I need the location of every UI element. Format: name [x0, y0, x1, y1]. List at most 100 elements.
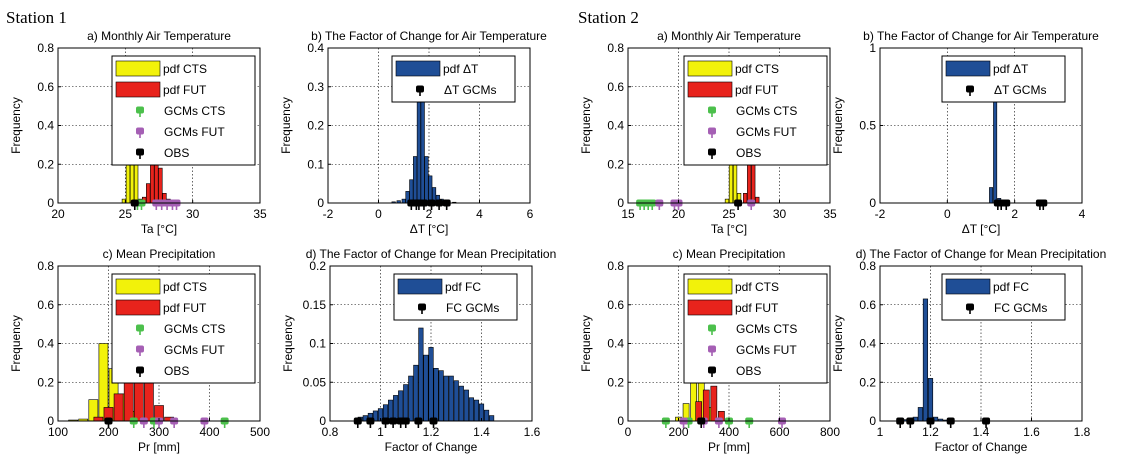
bar [413, 156, 418, 204]
data-marker-stem [737, 205, 739, 210]
data-marker-stem [1005, 205, 1008, 210]
data-marker-stem [647, 205, 649, 210]
y-tick-label: 0 [319, 414, 326, 428]
x-axis-label: ΔT [°C] [962, 222, 1001, 236]
bar [428, 347, 434, 422]
data-marker-stem [728, 423, 730, 428]
panel-title: c) Mean Precipitation [103, 247, 216, 261]
legend-marker [708, 366, 716, 374]
bar [755, 196, 760, 204]
data-marker-stem [985, 423, 987, 428]
y-tick-label: 0.6 [37, 298, 54, 312]
data-marker-stem [399, 423, 402, 428]
bar [144, 381, 154, 422]
legend-marker [136, 106, 144, 114]
data-marker-stem [158, 423, 160, 428]
data-marker-stem [700, 423, 703, 428]
legend-marker-stem [139, 133, 141, 138]
x-tick-label: 600 [769, 425, 789, 439]
data-marker-stem [673, 205, 676, 210]
legend-marker [708, 127, 716, 135]
data-marker-stem [643, 205, 645, 210]
y-tick-label: 0.6 [607, 298, 624, 312]
data-marker-stem [438, 205, 440, 210]
x-axis-label: ΔT [°C] [410, 222, 449, 236]
data-marker-stem [133, 205, 136, 210]
y-tick-label: 0 [869, 196, 876, 210]
legend-label: GCMs CTS [736, 104, 797, 118]
legend-marker-stem [711, 372, 713, 377]
y-tick-label: 0.8 [607, 259, 624, 273]
y-tick-label: 0.3 [307, 80, 324, 94]
data-marker-stem [410, 205, 413, 210]
x-axis-label: Factor of Change [385, 440, 478, 454]
x-tick-label: 400 [719, 425, 739, 439]
legend-marker [416, 85, 424, 93]
legend-swatch [115, 60, 161, 77]
legend-label: pdf CTS [163, 280, 207, 294]
legend-label: GCMs CTS [164, 104, 225, 118]
bar [453, 380, 459, 422]
y-tick-label: 0.6 [37, 80, 54, 94]
bar [927, 378, 934, 422]
legend-marker-stem [421, 309, 423, 314]
panel-title: d) The Factor of Change for Mean Precipi… [856, 247, 1107, 261]
x-axis-label: Pr [mm] [708, 440, 750, 454]
y-tick-label: 0.4 [607, 119, 624, 133]
legend-marker [136, 345, 144, 353]
legend-swatch [115, 278, 161, 295]
y-tick-label: 1 [869, 41, 876, 55]
legend-label: pdf FC [993, 280, 1029, 294]
legend-marker [708, 106, 716, 114]
panel-s1c: 100 200 300 400 500 0 0.2 0.4 0.6 0.8 c) Mean Prec… [9, 247, 270, 454]
data-marker-stem [750, 205, 753, 210]
data-marker-stem [160, 205, 163, 210]
y-tick-label: 0.8 [37, 41, 54, 55]
y-tick-label: 0.4 [37, 119, 54, 133]
legend-swatch [115, 299, 161, 316]
data-marker-stem [153, 423, 155, 428]
legend-swatch [687, 81, 733, 98]
data-marker-stem [356, 423, 359, 428]
bar [724, 198, 730, 204]
legend-marker-stem [139, 372, 141, 377]
legend-marker-stem [711, 330, 713, 335]
bar [123, 380, 134, 422]
data-marker-stem [173, 423, 175, 428]
y-axis-label: Frequency [831, 315, 845, 372]
legend-label: pdf CTS [735, 62, 779, 76]
legend-label: FC GCMs [994, 301, 1047, 315]
data-marker-stem [423, 205, 425, 210]
y-axis-label: Frequency [281, 315, 295, 372]
legend-marker [966, 85, 974, 93]
legend-label: OBS [736, 364, 761, 378]
legend-swatch [945, 60, 991, 77]
x-tick-label: 400 [199, 425, 219, 439]
panel-s2a: 15 20 25 30 35 0 0.2 0.4 0.6 0.8 a) Monthly Air Te… [579, 29, 837, 236]
x-tick-label: 20 [672, 207, 686, 221]
bar [428, 175, 433, 204]
data-marker-stem [132, 423, 135, 428]
legend-marker-stem [419, 91, 421, 96]
data-marker-stem [203, 423, 206, 428]
x-tick-label: 500 [250, 425, 270, 439]
bar [93, 416, 104, 422]
bar [393, 395, 399, 422]
x-tick-label: 25 [722, 207, 736, 221]
x-tick-label: 1.6 [1023, 425, 1040, 439]
data-marker-stem [651, 205, 654, 210]
data-marker-stem [166, 205, 168, 210]
x-axis-label: Ta [°C] [141, 222, 177, 236]
legend-marker [708, 345, 716, 353]
bar [398, 390, 404, 422]
panel-s2c: 0 200 400 600 800 0 0.2 0.4 0.6 0.8 c) Mean Precip… [579, 247, 840, 454]
data-marker-stem [430, 205, 433, 210]
legend-marker [136, 366, 144, 374]
x-tick-label: 1.4 [973, 425, 990, 439]
x-tick-label: 1.2 [922, 425, 939, 439]
legend-marker [136, 324, 144, 332]
legend-label: ΔT GCMs [994, 83, 1046, 97]
bar [483, 409, 490, 422]
data-marker-stem [639, 205, 641, 210]
